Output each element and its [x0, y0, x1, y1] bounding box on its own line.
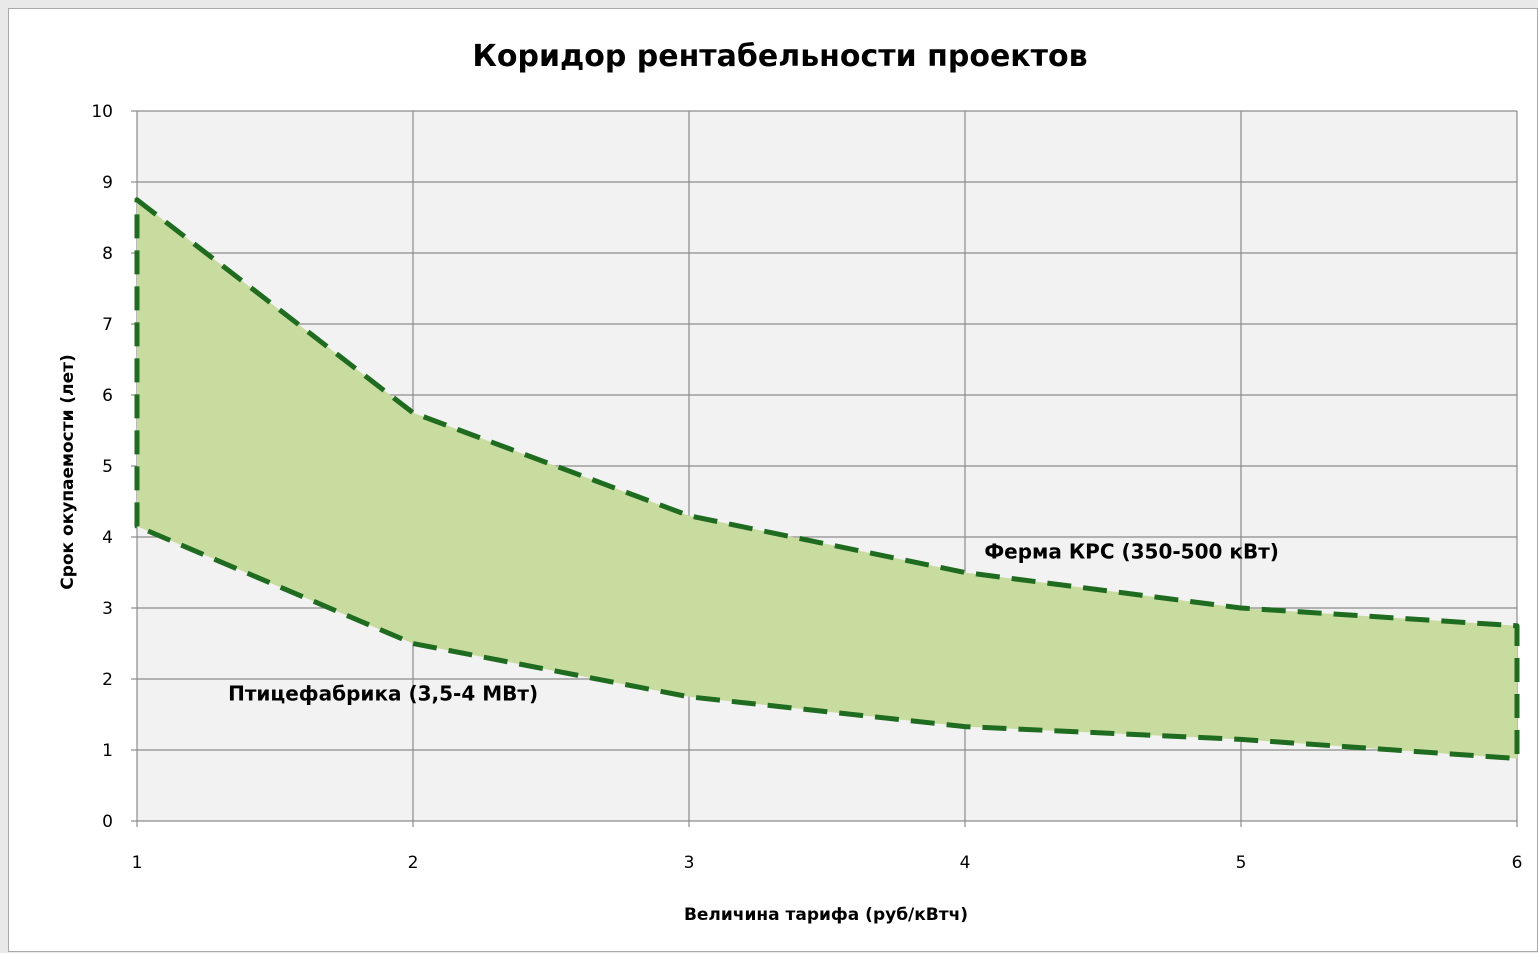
y-tick-label: 1 — [102, 741, 113, 761]
x-tick-label: 4 — [960, 853, 971, 873]
x-axis-ticks: 1 2 3 4 5 6 — [132, 853, 1523, 873]
x-tick-label: 2 — [408, 853, 419, 873]
profitability-corridor-band — [134, 197, 1520, 761]
y-axis-ticks: 0 1 2 3 4 5 6 7 8 9 10 — [91, 102, 113, 832]
chart: Коридор рентабельности проектов 1 2 3 4 5 6 0… — [58, 39, 1523, 925]
y-tick-label: 9 — [102, 173, 113, 193]
annotation-label: Птицефабрика (3,5-4 МВт) — [228, 681, 538, 705]
y-tick-label: 10 — [91, 102, 113, 122]
y-tick-label: 8 — [102, 244, 113, 264]
annotations: Ферма КРС (350-500 кВт) Птицефабрика (3,5… — [228, 539, 1279, 705]
y-tick-label: 7 — [102, 315, 113, 335]
chart-frame: Коридор рентабельности проектов 1 2 3 4 5 6 0… — [8, 8, 1538, 952]
y-tick-label: 3 — [102, 599, 113, 619]
y-tick-label: 4 — [102, 528, 113, 548]
y-tick-label: 5 — [102, 457, 113, 477]
x-tick-label: 5 — [1236, 853, 1247, 873]
chart-title: Коридор рентабельности проектов — [472, 39, 1087, 74]
x-axis-label: Величина тарифа (руб/кВтч) — [684, 905, 968, 925]
y-tick-label: 0 — [102, 812, 113, 832]
y-tick-label: 6 — [102, 386, 113, 406]
y-axis-label: Срок окупаемости (лет) — [58, 354, 78, 590]
y-tick-label: 2 — [102, 670, 113, 690]
x-tick-label: 3 — [684, 853, 695, 873]
x-tick-label: 1 — [132, 853, 143, 873]
x-tick-label: 6 — [1512, 853, 1523, 873]
annotation-label: Ферма КРС (350-500 кВт) — [984, 539, 1279, 563]
